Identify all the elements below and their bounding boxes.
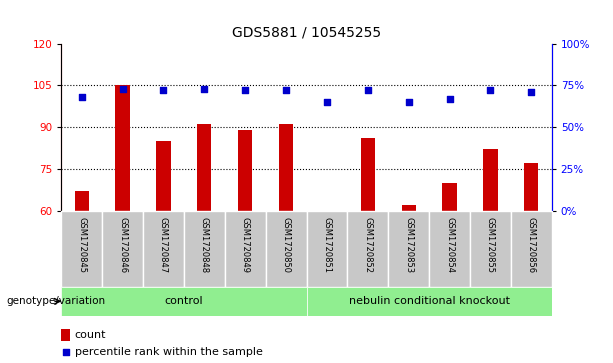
Bar [225,211,265,287]
Text: GSM1720850: GSM1720850 [281,217,291,273]
Bar [61,287,306,316]
Bar [483,149,498,211]
Bar [156,141,170,211]
Bar [306,287,552,316]
Text: GSM1720845: GSM1720845 [77,217,86,273]
Text: GSM1720853: GSM1720853 [404,217,413,273]
Bar [197,124,211,211]
Bar [402,205,416,211]
Text: GSM1720846: GSM1720846 [118,217,127,273]
Bar [184,211,225,287]
Point [404,99,414,105]
Point [118,86,128,91]
Text: control: control [164,296,204,306]
Bar [61,211,102,287]
Text: GSM1720847: GSM1720847 [159,217,168,273]
Bar [306,211,348,287]
Bar [279,124,293,211]
Text: count: count [75,330,106,340]
Point [240,87,250,93]
Bar [75,191,89,211]
Bar [511,211,552,287]
Text: GSM1720852: GSM1720852 [364,217,372,273]
Point [363,87,373,93]
Point [77,94,86,100]
Bar [360,138,375,211]
Bar [265,211,306,287]
Text: GSM1720856: GSM1720856 [527,217,536,273]
Text: GSM1720848: GSM1720848 [200,217,209,273]
Bar [470,211,511,287]
Bar [61,329,70,341]
Point [485,87,495,93]
Point [61,349,70,355]
Text: percentile rank within the sample: percentile rank within the sample [75,347,262,357]
Point [527,89,536,95]
Text: GSM1720854: GSM1720854 [445,217,454,273]
Bar [115,85,130,211]
Point [281,87,291,93]
Bar [102,211,143,287]
Text: genotype/variation: genotype/variation [6,296,105,306]
Bar [443,183,457,211]
Text: GSM1720855: GSM1720855 [486,217,495,273]
Bar [238,130,253,211]
Bar [143,211,184,287]
Point [322,99,332,105]
Point [199,86,209,91]
Text: GSM1720849: GSM1720849 [241,217,249,273]
Bar [429,211,470,287]
Text: GSM1720851: GSM1720851 [322,217,332,273]
Point [159,87,169,93]
Text: nebulin conditional knockout: nebulin conditional knockout [349,296,509,306]
Bar [524,163,538,211]
Bar [348,211,388,287]
Point [444,96,454,102]
Bar [388,211,429,287]
Title: GDS5881 / 10545255: GDS5881 / 10545255 [232,26,381,40]
